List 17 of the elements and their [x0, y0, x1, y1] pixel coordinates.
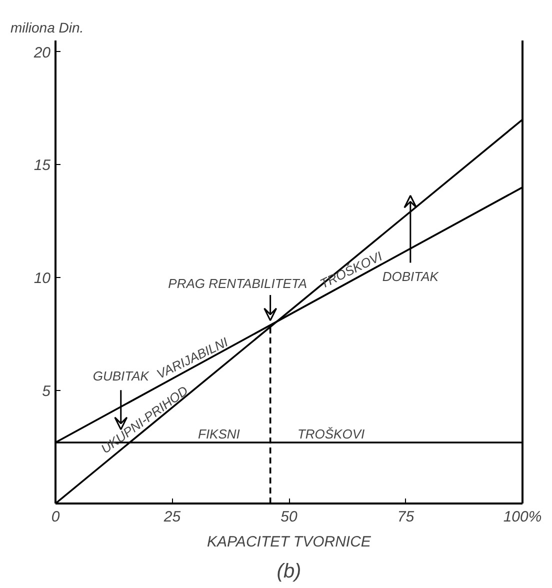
x-tick-label: 50	[280, 508, 298, 526]
x-tick-label: 25	[162, 508, 182, 526]
x-tick-label: 100%	[503, 508, 542, 526]
y-tick-label: 5	[42, 383, 52, 400]
x-axis-title: KAPACITET TVORNICE	[207, 534, 372, 550]
annotation: GUBITAK	[92, 368, 150, 384]
x-tick-label: 0	[51, 508, 60, 526]
text: (b)	[276, 560, 302, 582]
annotation: TROŠKOVI	[297, 426, 366, 442]
x-tick-label: 75	[397, 508, 415, 526]
annotation: FIKSNI	[198, 426, 240, 442]
y-tick-label: 20	[32, 44, 52, 62]
y-tick-label: 10	[34, 270, 52, 288]
annotation: DOBITAK	[382, 269, 440, 284]
y-tick-label: 15	[34, 157, 52, 174]
annotation: PRAG RENTABILITETA	[168, 276, 308, 291]
y-axis-title: miliona Din.	[10, 20, 84, 36]
